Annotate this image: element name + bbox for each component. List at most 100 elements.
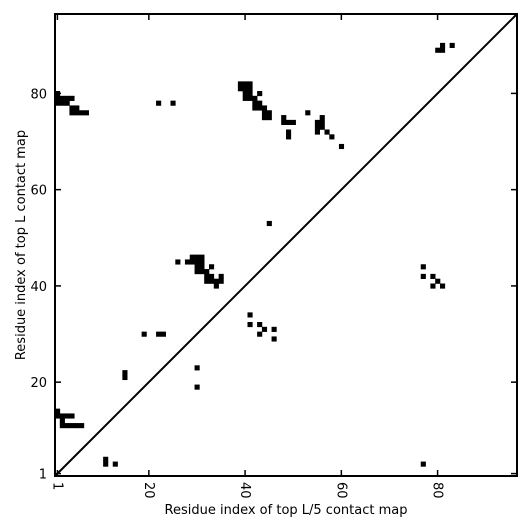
contact-cell-top-l [194,269,200,275]
contact-cell-top-l5 [79,423,85,429]
y-axis-ticks: 1 20 40 60 80 [30,87,517,483]
contact-cell-top-l [64,95,70,101]
y-tick-label: 1 [39,468,47,483]
contact-cell-top-l [79,110,85,116]
plot-frame [54,13,518,477]
contact-cell-top-l [199,259,205,265]
y-axis-label: Residue index of top L contact map [14,130,29,360]
contact-cell-top-l5 [257,331,263,337]
contact-cell-top-l [199,269,205,275]
contact-cell-top-l [213,278,219,284]
contact-cell-top-l [319,115,325,121]
contact-cell-top-l [338,143,345,150]
contact-cell-top-l [69,110,75,116]
contact-cell-top-l5 [141,331,147,337]
contact-cell-top-l5 [103,456,109,462]
x-tick-label: 80 [430,482,445,499]
contact-cell-top-l [213,283,219,289]
contact-cell-top-l [319,124,325,130]
contact-cell-top-l [242,86,248,92]
contact-cell-top-l5 [430,273,436,279]
contact-cell-top-l [242,91,248,97]
contact-cell-top-l [170,100,176,106]
contact-cell-top-l [261,115,268,121]
contact-cell-top-l5 [55,413,61,419]
contact-cell-top-l [184,259,191,265]
contact-cell-top-l [209,264,215,270]
contact-cell-top-l [305,110,311,116]
contact-cell-top-l [74,110,80,116]
contact-cell-top-l5 [160,331,166,337]
x-tick-label: 1 [49,482,64,490]
contact-cell-top-l [199,264,205,270]
contact-cell-top-l [242,81,248,87]
contact-cell-top-l5 [271,336,277,342]
x-tick-label: 60 [333,482,348,499]
contact-cell-top-l5 [69,413,75,419]
contact-cell-top-l [314,119,320,125]
contact-cell-top-l5 [59,413,65,419]
contact-cell-top-l [74,105,80,111]
contact-cell-top-l [286,119,292,125]
contact-cell-top-l5 [435,278,441,284]
x-axis-label: Residue index of top L/5 contact map [165,503,408,518]
contact-cell-top-l [55,95,61,101]
contact-cell-top-l [261,105,268,111]
contact-cell-top-l5 [420,461,426,467]
contact-cell-top-l [209,278,215,284]
contact-cell-top-l [281,119,287,125]
contact-cell-top-l5 [257,322,263,328]
contact-cell-top-l [209,273,215,279]
contact-cell-top-l [281,115,287,121]
contact-cell-top-l [257,105,263,111]
y-tick-label: 60 [30,184,47,199]
contact-cell-top-l [261,110,268,116]
contact-cell-top-l [204,278,210,284]
y-tick-label: 20 [30,376,47,391]
x-axis-ticks: 1 20 40 60 80 [49,14,445,499]
contact-cell-top-l5 [59,418,65,424]
contact-cell-top-l5 [420,264,426,270]
contact-cell-top-l5 [261,326,268,332]
contact-cell-top-l5 [271,326,277,332]
x-tick-label: 20 [141,482,156,499]
contact-cell-top-l [257,91,263,97]
contact-cell-top-l [247,95,253,101]
contact-cell-top-l [319,119,325,125]
contact-cell-top-l [242,95,248,101]
contact-cell-top-l [156,100,162,106]
contact-cell-top-l [247,81,253,87]
contact-cell-top-l [314,124,320,130]
contact-cells [55,42,455,467]
contact-cell-top-l [64,100,70,106]
x-tick-label: 40 [237,482,252,499]
contact-cell-top-l5 [55,408,61,414]
contact-cell-top-l5 [69,423,75,429]
contact-cell-top-l [204,273,210,279]
contact-cell-top-l [83,110,89,116]
contact-cell-top-l [266,115,272,121]
contact-cell-top-l [194,254,200,260]
contact-cell-top-l5 [247,322,253,328]
contact-cell-top-l5 [122,374,128,381]
contact-cell-top-l5 [420,273,426,279]
contact-cell-top-l [247,86,253,92]
diagonal-line [54,13,518,477]
contact-cell-top-l5 [74,423,80,429]
contact-cell-top-l5 [430,283,436,289]
contact-cell-top-l5 [59,423,65,429]
contact-cell-top-l [69,95,75,101]
contact-cell-top-l [286,129,292,135]
contact-cell-top-l [204,269,210,275]
contact-cell-top-l5 [112,461,118,467]
contact-cell-top-l [59,95,65,101]
contact-cell-top-l [266,110,272,116]
contact-cell-top-l [252,100,258,106]
y-tick-label: 40 [30,280,47,295]
contact-cell-top-l [218,273,224,279]
contact-cell-top-l [247,91,253,97]
contact-cell-top-l [266,220,272,227]
contact-cell-top-l [435,47,441,53]
contact-cell-top-l [449,42,455,48]
